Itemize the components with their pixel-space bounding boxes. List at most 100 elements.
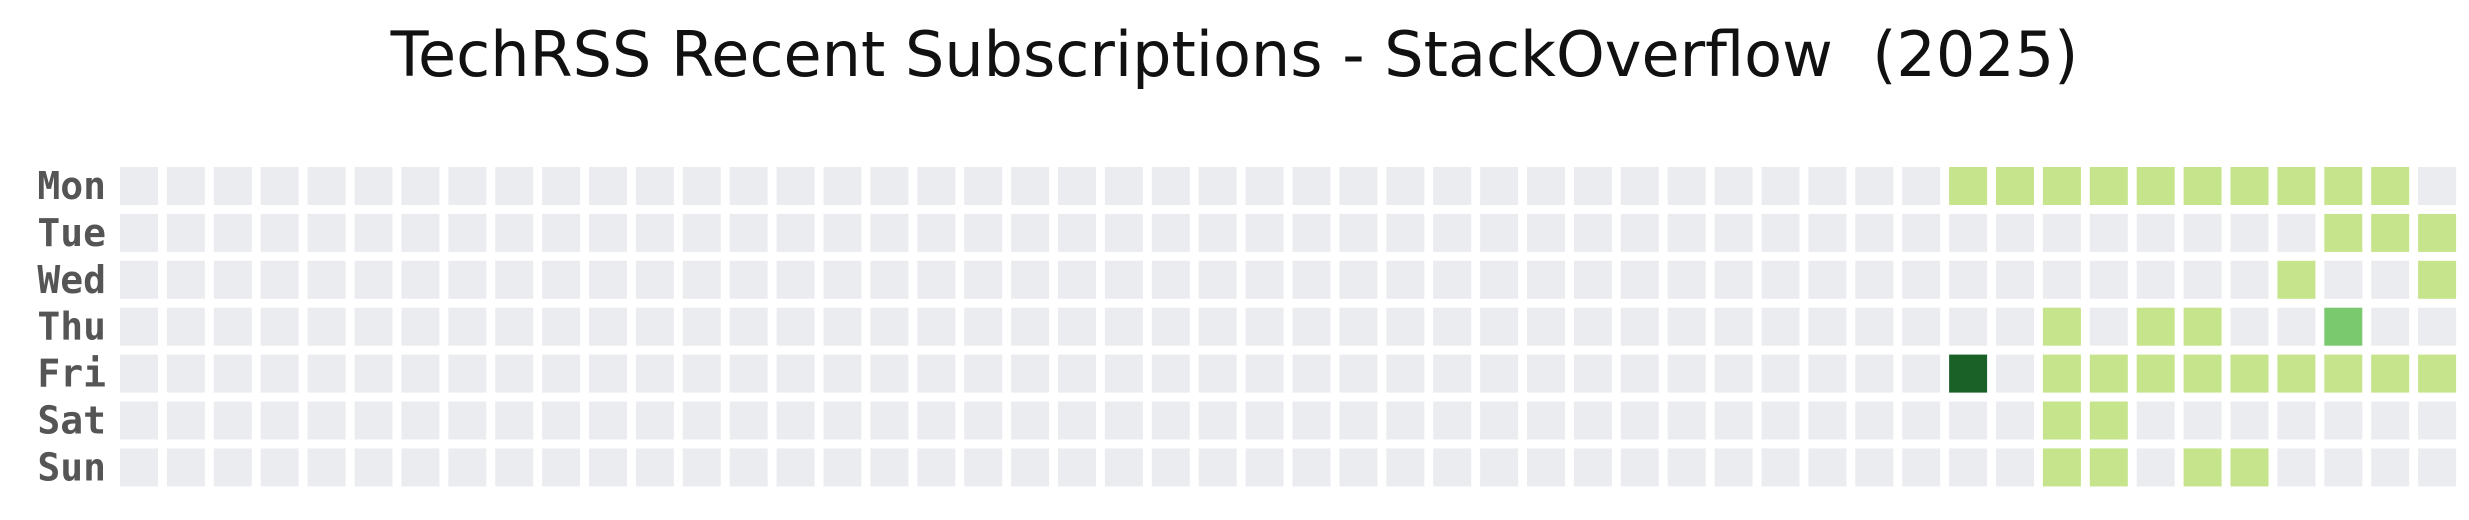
heatmap-cell (1620, 167, 1659, 205)
heatmap-cell (1620, 307, 1659, 346)
heatmap-cell (120, 167, 158, 205)
heatmap-cell (1011, 167, 1050, 205)
heatmap-cell (166, 213, 205, 252)
heatmap-cell (1245, 167, 1284, 205)
heatmap-cell (354, 448, 393, 487)
heatmap-cell (1902, 260, 1941, 299)
heatmap-cell (1667, 307, 1706, 346)
heatmap-cell (1996, 354, 2034, 393)
heatmap-cell (354, 401, 393, 440)
heatmap-cell (1245, 213, 1284, 252)
heatmap-cell (1386, 354, 1425, 393)
heatmap-cell (1433, 448, 1472, 487)
heatmap-cell (729, 307, 768, 346)
heatmap-cell (2324, 213, 2363, 252)
heatmap-cell (307, 448, 346, 487)
heatmap-cell (589, 307, 627, 346)
heatmap-cell (964, 167, 1003, 205)
heatmap-cell (1386, 213, 1425, 252)
heatmap-cell (401, 448, 440, 487)
heatmap-cell (729, 401, 768, 440)
heatmap-cell (1339, 401, 1378, 440)
heatmap-cell (542, 401, 581, 440)
heatmap-cell (2042, 213, 2081, 252)
heatmap-cell (542, 167, 581, 205)
heatmap-cell (354, 354, 393, 393)
heatmap-cell (729, 448, 768, 487)
heatmap-cell (682, 307, 721, 346)
heatmap-cell (1855, 448, 1894, 487)
heatmap-cell (1245, 260, 1284, 299)
heatmap-cell (495, 354, 534, 393)
heatmap-cell (2371, 260, 2410, 299)
heatmap-cell (917, 401, 956, 440)
heatmap-cell (1855, 307, 1894, 346)
heatmap-cell (1339, 213, 1378, 252)
heatmap-cell (495, 213, 534, 252)
heatmap-cell (1339, 167, 1378, 205)
heatmap-cell (2324, 448, 2363, 487)
heatmap-cell (1386, 448, 1425, 487)
heatmap-cell (823, 354, 862, 393)
heatmap-cell (2042, 448, 2081, 487)
heatmap-cell (1855, 354, 1894, 393)
heatmap-cell (2277, 307, 2316, 346)
heatmap-cell (776, 213, 815, 252)
heatmap-cell (635, 167, 674, 205)
heatmap-cell (1151, 307, 1190, 346)
heatmap-cell (1949, 167, 1988, 205)
heatmap-cell (1667, 260, 1706, 299)
heatmap-cell (2371, 307, 2410, 346)
heatmap-cell (682, 354, 721, 393)
heatmap-cell (1949, 401, 1988, 440)
heatmap-cell (1667, 354, 1706, 393)
heatmap-cell (1339, 307, 1378, 346)
heatmap-cell (1573, 167, 1612, 205)
heatmap-cell (1151, 167, 1190, 205)
heatmap-cell (682, 260, 721, 299)
heatmap-cell (495, 167, 534, 205)
heatmap-cell (1058, 167, 1096, 205)
heatmap-cell (495, 307, 534, 346)
heatmap-cell (166, 307, 205, 346)
heatmap-cell (1198, 167, 1237, 205)
heatmap-cell (589, 167, 627, 205)
heatmap-cell (1198, 307, 1237, 346)
heatmap-cell (1245, 401, 1284, 440)
heatmap-cell (964, 260, 1003, 299)
heatmap-cell (964, 213, 1003, 252)
heatmap-cell (1761, 213, 1800, 252)
heatmap-cell (2089, 260, 2128, 299)
heatmap-cell (1714, 260, 1753, 299)
heatmap-cell (1292, 448, 1331, 487)
heatmap-cell (260, 260, 299, 299)
heatmap-cell (2277, 401, 2316, 440)
heatmap-cell (964, 401, 1003, 440)
heatmap-cell (1151, 401, 1190, 440)
heatmap-cell (2136, 213, 2175, 252)
heatmap-cell (1245, 448, 1284, 487)
heatmap-cell (401, 307, 440, 346)
heatmap-cell (589, 354, 627, 393)
heatmap-cell (2277, 448, 2316, 487)
heatmap-cell (1339, 448, 1378, 487)
heatmap-cell (1480, 213, 1519, 252)
heatmap-cell (1011, 401, 1050, 440)
heatmap-cell (1433, 307, 1472, 346)
heatmap-cell (1573, 260, 1612, 299)
heatmap-cell (2042, 167, 2081, 205)
heatmap-cell (542, 260, 581, 299)
heatmap-cell (823, 213, 862, 252)
heatmap-cell (1761, 354, 1800, 393)
heatmap-cell (1480, 401, 1519, 440)
heatmap-cell (1386, 401, 1425, 440)
heatmap-cell (1527, 167, 1565, 205)
heatmap-cell (1996, 167, 2034, 205)
row-label-mon: Mon (37, 164, 106, 208)
heatmap-cell (2183, 260, 2222, 299)
heatmap-cell (2371, 448, 2410, 487)
heatmap-cell (776, 401, 815, 440)
heatmap-cell (1292, 401, 1331, 440)
heatmap-cell (213, 448, 252, 487)
heatmap-cell (542, 213, 581, 252)
